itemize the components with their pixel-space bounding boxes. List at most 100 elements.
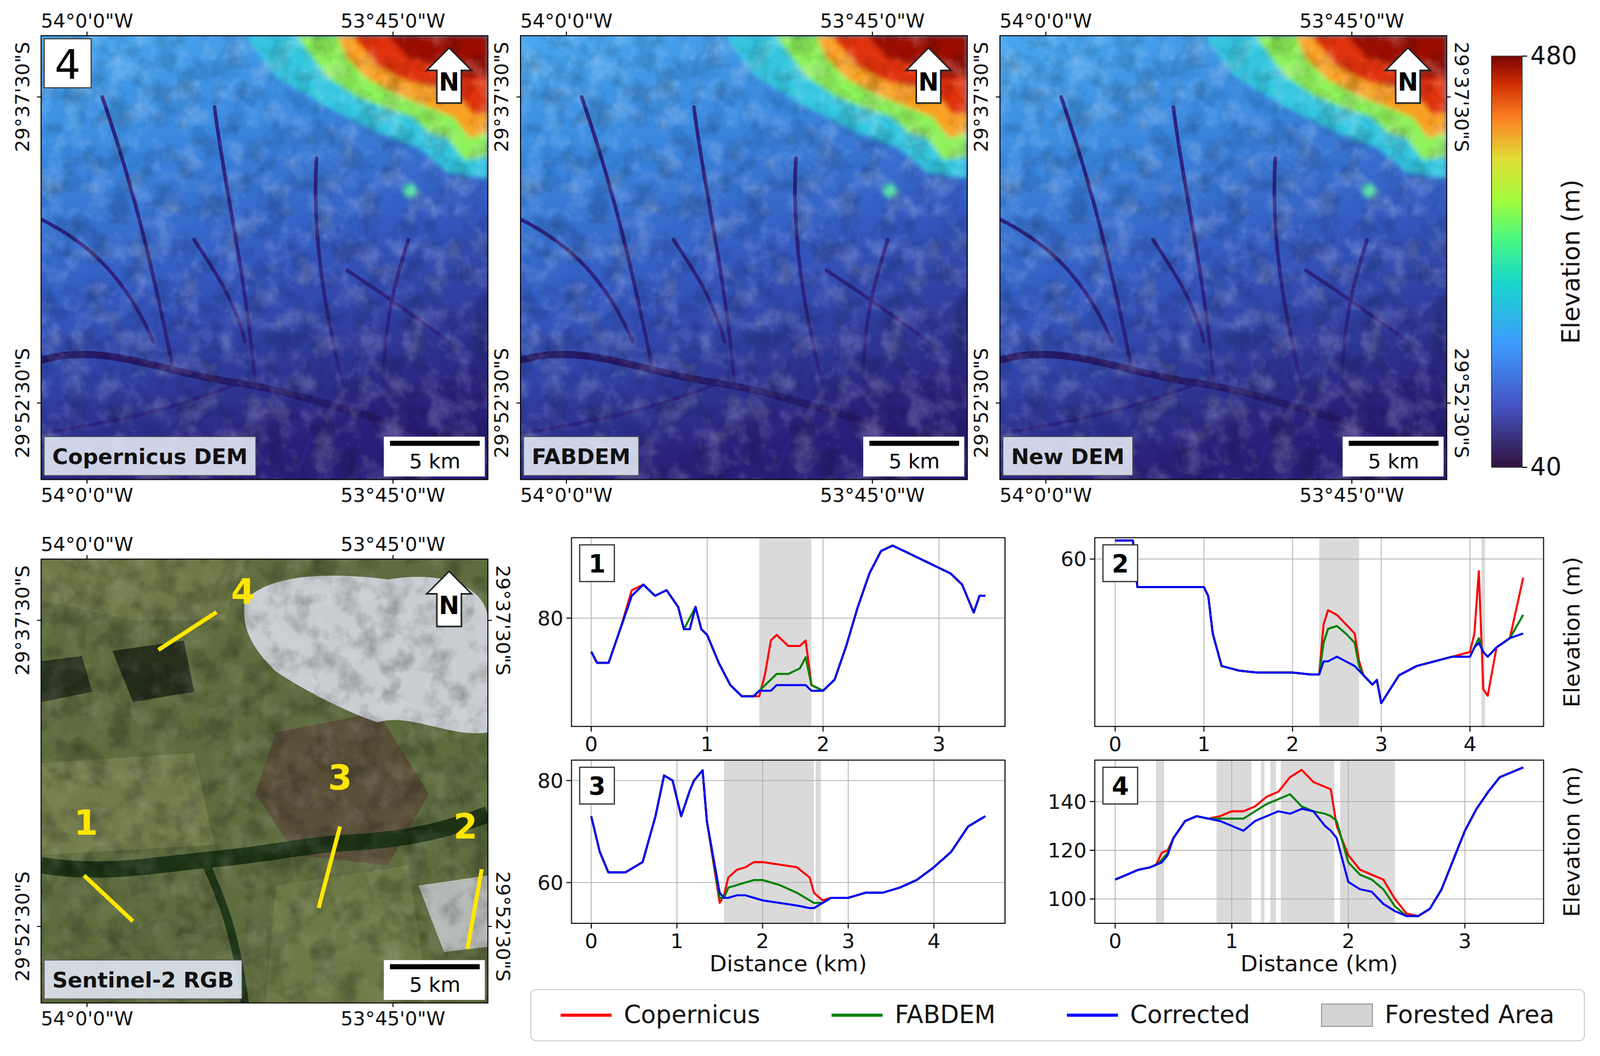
scale-bar-box xyxy=(863,436,964,477)
scale-bar xyxy=(390,440,480,446)
figure: 54°0'0"W 54°0'0"W 53°45'0"W 53°45'0"W 29°37'… xyxy=(0,0,1600,1056)
lat-tick xyxy=(487,925,492,927)
y-tick xyxy=(1089,800,1095,802)
lat-tick xyxy=(1446,96,1452,98)
lat-label: 29°37'30"S xyxy=(490,42,513,153)
dem-base xyxy=(520,35,968,480)
lat-label: 29°52'30"S xyxy=(490,347,513,458)
lat-tick xyxy=(37,925,42,927)
x-tick-label: 2 xyxy=(1341,928,1355,953)
map-frame xyxy=(1000,35,1447,480)
x-tick-label: 1 xyxy=(700,732,714,756)
y-tick-label: 120 xyxy=(1047,838,1087,863)
x-tick-label: 2 xyxy=(1286,732,1299,756)
dem-layers xyxy=(1000,35,1447,480)
scale-bar-label: 5 km xyxy=(888,449,940,474)
x-tick xyxy=(1469,726,1471,731)
north-label: N xyxy=(918,67,939,97)
y-tick xyxy=(1089,558,1095,560)
series-line: Corrected xyxy=(591,770,986,908)
x-tick xyxy=(706,726,708,731)
y-tick-label: 60 xyxy=(1060,546,1087,571)
x-tick xyxy=(1114,922,1116,928)
panel-label-box xyxy=(1103,767,1138,804)
north-arrow xyxy=(426,48,472,104)
lon-tick xyxy=(86,1002,88,1008)
x-tick-label: 4 xyxy=(1463,732,1477,756)
grid-line xyxy=(1469,537,1471,727)
legend-label: Copernicus xyxy=(623,1000,761,1029)
north-arrow xyxy=(426,571,472,627)
scale-bar-box xyxy=(384,436,485,477)
series-line: FABDEM xyxy=(1115,540,1523,704)
grid-line xyxy=(1203,537,1205,727)
dem-map xyxy=(520,35,968,480)
north-label: N xyxy=(439,591,460,620)
lon-tick xyxy=(86,31,88,37)
transect xyxy=(467,869,483,949)
map-frame xyxy=(520,35,968,480)
lon-tick xyxy=(392,1002,394,1008)
colorbar-tick xyxy=(1522,55,1528,57)
plot-background xyxy=(571,537,1005,727)
plot-background xyxy=(1094,760,1544,924)
lat-tick xyxy=(487,619,492,621)
y-tick-label: 140 xyxy=(1047,789,1087,814)
lat-tick xyxy=(995,402,1001,404)
lon-label: 54°0'0"W xyxy=(520,9,613,32)
series-line: FABDEM xyxy=(1115,767,1523,916)
legend-label: FABDEM xyxy=(894,1000,996,1029)
y-tick xyxy=(566,780,572,782)
legend-box xyxy=(530,989,1585,1041)
lon-label: 54°0'0"W xyxy=(520,483,613,507)
dem-base xyxy=(40,35,488,480)
x-tick xyxy=(676,922,678,928)
lat-label: 29°37'30"S xyxy=(969,42,993,153)
y-tick xyxy=(566,881,572,884)
grid-line xyxy=(1094,898,1544,900)
x-tick xyxy=(1203,726,1205,731)
panel-title: Copernicus DEM xyxy=(52,443,248,469)
grid-line xyxy=(938,537,940,727)
lon-label: 54°0'0"W xyxy=(40,483,134,507)
series-line: Copernicus xyxy=(1115,540,1523,704)
panel-label: 3 xyxy=(588,771,606,801)
x-tick-label: 1 xyxy=(1197,732,1211,756)
lon-label: 53°45'0"W xyxy=(340,1007,446,1030)
map-frame xyxy=(40,35,488,480)
lat-label: 29°37'30"S xyxy=(11,42,34,153)
dem-texture xyxy=(40,35,488,480)
lat-label: 29°37'30"S xyxy=(11,565,34,676)
x-tick-label: 0 xyxy=(1108,732,1122,756)
grid-line xyxy=(676,760,678,924)
x-tick xyxy=(590,922,592,928)
lon-tick xyxy=(86,479,88,484)
panel-title-box xyxy=(1002,436,1133,476)
lat-tick xyxy=(37,619,42,621)
lon-tick xyxy=(565,31,567,37)
lon-tick xyxy=(392,479,394,484)
x-tick xyxy=(1231,922,1233,928)
lat-tick xyxy=(995,96,1001,98)
panel-label-box xyxy=(579,767,615,804)
transect-label: 3 xyxy=(327,756,353,798)
forested-area xyxy=(723,760,815,924)
legend: CopernicusFABDEMCorrectedForested Area xyxy=(560,1000,1555,1029)
lon-label: 53°45'0"W xyxy=(1299,483,1405,507)
lat-label: 29°52'30"S xyxy=(491,871,515,982)
x-tick xyxy=(933,922,935,928)
series-line: Copernicus xyxy=(1115,767,1523,916)
x-tick xyxy=(590,726,592,731)
lat-label: 29°37'30"S xyxy=(1450,42,1473,153)
grid-line xyxy=(1094,558,1544,560)
x-tick-label: 1 xyxy=(1225,928,1239,953)
panel-title-box xyxy=(44,959,243,999)
lon-label: 53°45'0"W xyxy=(340,9,446,32)
lon-label: 54°0'0"W xyxy=(999,483,1092,507)
north-arrow xyxy=(1385,48,1431,104)
x-tick-label: 4 xyxy=(927,928,941,953)
lon-label: 53°45'0"W xyxy=(1299,9,1405,32)
lon-tick xyxy=(871,31,873,37)
scale-bar-box xyxy=(384,959,485,1000)
y-tick-label: 60 xyxy=(537,870,564,895)
